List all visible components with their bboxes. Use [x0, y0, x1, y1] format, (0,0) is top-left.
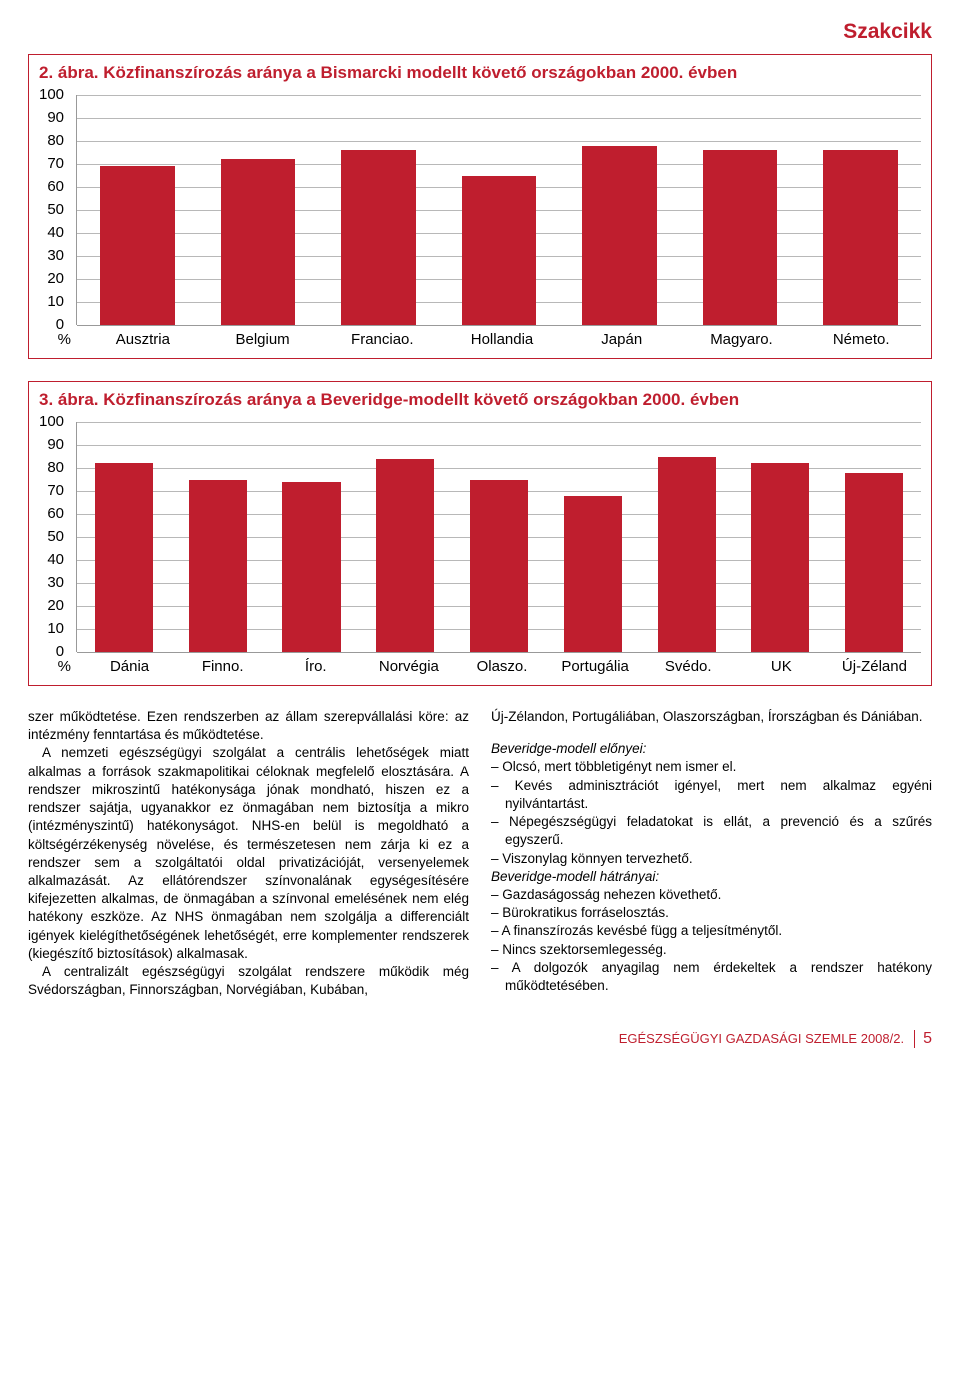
x-label: Svédo.	[642, 658, 735, 675]
body-text: szer működtetése. Ezen rendszerben az ál…	[28, 708, 932, 1000]
chart2-x-axis: DániaFinno.Íro.NorvégiaOlaszo.Portugália…	[83, 658, 921, 675]
bar	[582, 146, 657, 325]
advantage-item: Viszonylag könnyen tervezhető.	[505, 850, 932, 868]
advantage-item: Népegészségügyi feladatokat is ellát, a …	[505, 813, 932, 849]
x-label: Németo.	[801, 331, 921, 348]
chart2-y-unit: %	[39, 658, 83, 675]
footer-pub: EGÉSZSÉGÜGYI GAZDASÁGI SZEMLE 2008/2.	[619, 1031, 904, 1046]
bar	[751, 463, 809, 652]
chart2-y-axis: 1009080706050403020100	[39, 422, 76, 652]
bar	[189, 480, 247, 653]
chart-beveridge: 3. ábra. Közfinanszírozás aránya a Bever…	[28, 381, 932, 686]
x-label: Dánia	[83, 658, 176, 675]
x-label: Íro.	[269, 658, 362, 675]
bar	[341, 150, 416, 325]
disadvantage-item: Gazdaságosság nehezen követhető.	[505, 886, 932, 904]
advantage-item: Olcsó, mert többletigényt nem ismer el.	[505, 758, 932, 776]
chart1-y-unit: %	[39, 331, 83, 348]
bar	[95, 463, 153, 652]
bar	[823, 150, 898, 325]
x-label: UK	[735, 658, 828, 675]
body-right-column: Új-Zélandon, Portugáliában, Olaszországb…	[491, 708, 932, 1000]
left-para-3: A centralizált egészségügyi szolgálat re…	[28, 963, 469, 999]
page-footer: EGÉSZSÉGÜGYI GAZDASÁGI SZEMLE 2008/2. 5	[28, 1030, 932, 1048]
bar	[221, 159, 296, 325]
chart1-plot	[76, 95, 921, 325]
left-para-1: szer működtetése. Ezen rendszerben az ál…	[28, 708, 469, 744]
chart1-x-axis: AusztriaBelgiumFranciao.HollandiaJapánMa…	[83, 331, 921, 348]
x-label: Japán	[562, 331, 682, 348]
advantages-list: Olcsó, mert többletigényt nem ismer el.K…	[491, 758, 932, 867]
x-label: Franciao.	[322, 331, 442, 348]
bar	[564, 496, 622, 652]
chart-bismarck: 2. ábra. Közfinanszírozás aránya a Bisma…	[28, 54, 932, 359]
body-left-column: szer működtetése. Ezen rendszerben az ál…	[28, 708, 469, 1000]
advantages-heading: Beveridge-modell előnyei:	[491, 741, 646, 756]
advantage-item: Kevés adminisztrációt igényel, mert nem …	[505, 777, 932, 813]
x-label: Magyaro.	[682, 331, 802, 348]
x-label: Új-Zéland	[828, 658, 921, 675]
chart1-y-axis: 1009080706050403020100	[39, 95, 76, 325]
bar	[703, 150, 778, 325]
disadvantages-list: Gazdaságosság nehezen követhető.Bürokrat…	[491, 886, 932, 995]
disadvantage-item: A dolgozók anyagilag nem érdekeltek a re…	[505, 959, 932, 995]
chart1-title: 2. ábra. Közfinanszírozás aránya a Bisma…	[29, 55, 931, 89]
disadvantages-heading: Beveridge-modell hátrányai:	[491, 869, 659, 884]
x-label: Ausztria	[83, 331, 203, 348]
page-number: 5	[914, 1030, 932, 1048]
bar	[470, 480, 528, 653]
bar	[376, 459, 434, 652]
right-para-1: Új-Zélandon, Portugáliában, Olaszországb…	[491, 708, 932, 726]
bar	[658, 457, 716, 653]
chart2-plot	[76, 422, 921, 652]
bar	[282, 482, 340, 652]
bar	[845, 473, 903, 652]
disadvantage-item: Bürokratikus forráselosztás.	[505, 904, 932, 922]
disadvantage-item: Nincs szektorsemlegesség.	[505, 941, 932, 959]
x-label: Olaszo.	[455, 658, 548, 675]
bar	[100, 166, 175, 325]
left-para-2: A nemzeti egészségügyi szolgálat a centr…	[28, 744, 469, 963]
x-label: Hollandia	[442, 331, 562, 348]
x-label: Belgium	[203, 331, 323, 348]
x-label: Portugália	[549, 658, 642, 675]
bar	[462, 176, 537, 326]
x-label: Finno.	[176, 658, 269, 675]
section-label: Szakcikk	[28, 20, 932, 44]
x-label: Norvégia	[362, 658, 455, 675]
disadvantage-item: A finanszírozás kevésbé függ a teljesítm…	[505, 922, 932, 940]
chart2-title: 3. ábra. Közfinanszírozás aránya a Bever…	[29, 382, 931, 416]
